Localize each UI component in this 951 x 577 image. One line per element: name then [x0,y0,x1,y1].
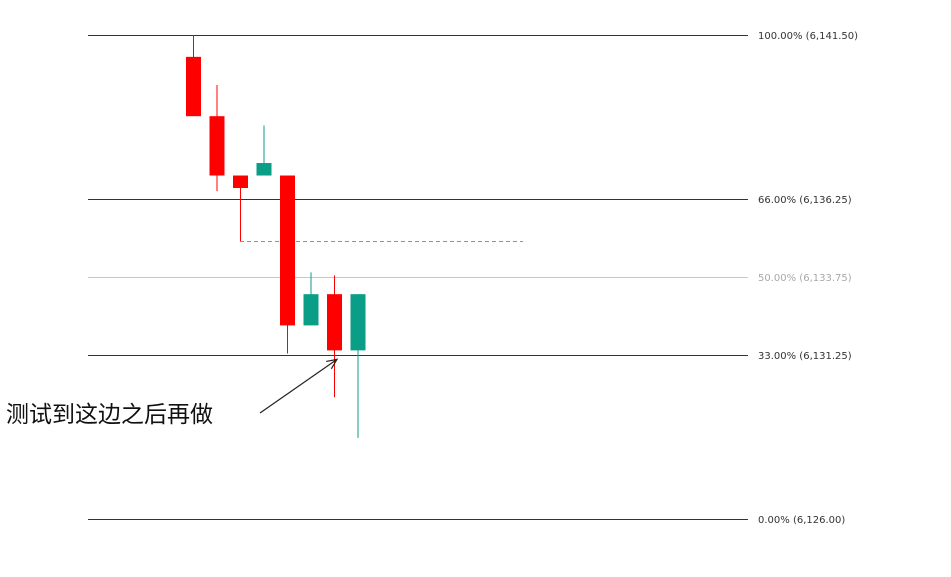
fib-level-label-3: 33.00% (6,131.25) [758,351,852,362]
fib-level-label-4: 0.00% (6,126.00) [758,515,845,526]
fib-level-label-2: 50.00% (6,133.75) [758,273,852,284]
candle-2 [233,175,248,242]
candle-0 [186,35,201,117]
candle-1 [209,84,225,192]
candle-5 [303,272,319,326]
candle-body-4 [280,175,295,326]
candle-body-2 [233,175,248,189]
annotation-arrow-line [259,358,338,414]
annotation-text: 测试到这边之后再做 [6,402,213,428]
annotation-arrow-head [326,358,339,370]
fib-level-lines [88,35,748,520]
candle-4 [280,175,295,354]
annotation-group: 测试到这边之后再做 [6,358,339,428]
candle-6 [327,275,342,398]
candle-3 [256,125,272,176]
fib-level-label-0: 100.00% (6,141.50) [758,31,858,42]
candle-body-7 [350,294,366,351]
candle-body-6 [327,294,342,351]
candle-7 [350,294,366,438]
candle-body-5 [303,294,319,326]
fib-level-label-1: 66.00% (6,136.25) [758,195,852,206]
candle-body-3 [256,163,272,176]
candles-group [186,35,366,438]
fib-level-labels: 100.00% (6,141.50) 66.00% (6,136.25) 50.00… [758,31,858,526]
candle-body-0 [186,56,201,117]
candle-body-1 [209,116,225,176]
